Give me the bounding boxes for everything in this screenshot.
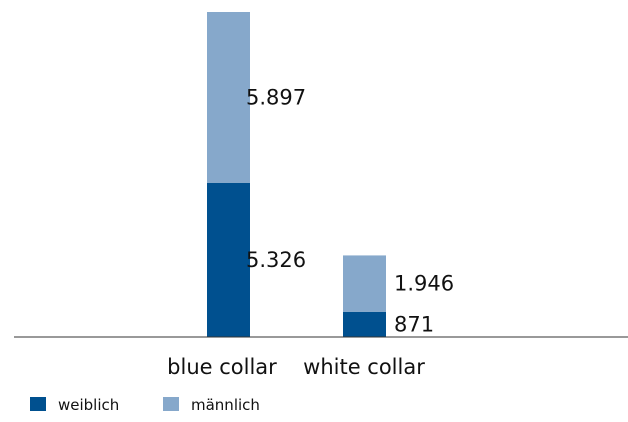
legend: weiblich männlich [30,396,260,414]
value-labels-group: 5.326 5.897 871 1.946 [246,85,454,336]
value-label-1-1: 1.946 [394,272,454,296]
category-label-0: blue collar [167,355,277,379]
legend-swatch-0 [30,397,46,411]
bars-group [207,12,386,337]
value-label-1-0: 5.897 [246,85,306,109]
value-label-0-1: 871 [394,312,434,336]
legend-label-1: männlich [191,396,260,414]
category-labels-group: blue collar white collar [167,355,425,379]
value-label-0-0: 5.326 [246,248,306,272]
bar-segment-0-0 [207,182,250,337]
bar-segment-1-1 [343,255,386,312]
category-label-1: white collar [303,355,425,379]
bar-segment-1-0 [207,12,250,183]
legend-label-0: weiblich [58,396,119,414]
bar-segment-0-1 [343,311,386,337]
legend-swatch-1 [163,397,179,411]
